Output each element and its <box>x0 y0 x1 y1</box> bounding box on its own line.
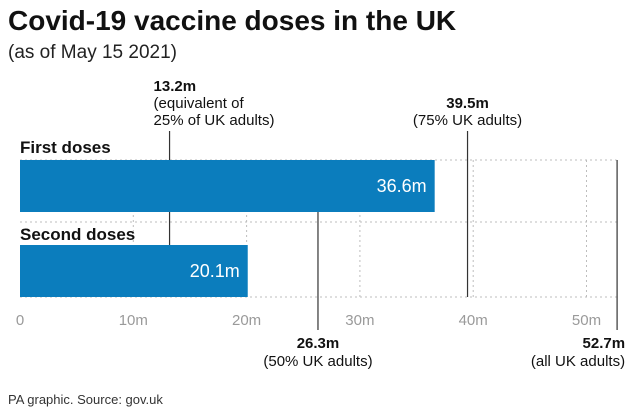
bar-second-doses <box>20 245 248 297</box>
x-tick-label: 0 <box>16 312 24 329</box>
x-tick-label: 10m <box>119 312 148 329</box>
annotation-value: 39.5m <box>446 95 489 112</box>
bar-first-doses <box>20 160 435 212</box>
category-label: Second doses <box>20 225 135 244</box>
x-tick-label: 40m <box>459 312 488 329</box>
annotation-value: 52.7m <box>583 335 626 352</box>
x-tick-label: 50m <box>572 312 601 329</box>
bar-value-label: 20.1m <box>190 261 240 281</box>
annotation-note: 25% of UK adults) <box>154 112 275 129</box>
x-tick-label: 30m <box>345 312 374 329</box>
category-label: First doses <box>20 138 111 157</box>
annotation-note: (all UK adults) <box>531 353 625 370</box>
annotation-note: (50% UK adults) <box>263 353 372 370</box>
bar-value-label: 36.6m <box>377 176 427 196</box>
chart-subtitle: (as of May 15 2021) <box>8 42 177 63</box>
annotation-note: (equivalent of <box>154 95 245 112</box>
labels: 36.6m First doses 20.1m Second doses 0 10m 20m… <box>16 78 625 370</box>
x-tick-label: 20m <box>232 312 261 329</box>
annotation-value: 26.3m <box>297 335 340 352</box>
annotation-note: (75% UK adults) <box>413 112 522 129</box>
chart-title: Covid-19 vaccine doses in the UK <box>8 5 456 36</box>
annotation-value: 13.2m <box>154 78 197 95</box>
source-note: PA graphic. Source: gov.uk <box>8 392 163 407</box>
bars <box>20 160 435 297</box>
